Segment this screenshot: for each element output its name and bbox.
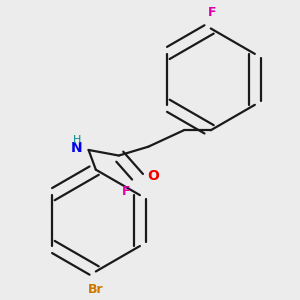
Text: Br: Br bbox=[88, 283, 103, 296]
Text: H: H bbox=[73, 135, 81, 145]
Text: O: O bbox=[148, 169, 160, 183]
Text: F: F bbox=[122, 185, 130, 198]
Text: N: N bbox=[70, 141, 82, 155]
Text: F: F bbox=[208, 6, 217, 19]
